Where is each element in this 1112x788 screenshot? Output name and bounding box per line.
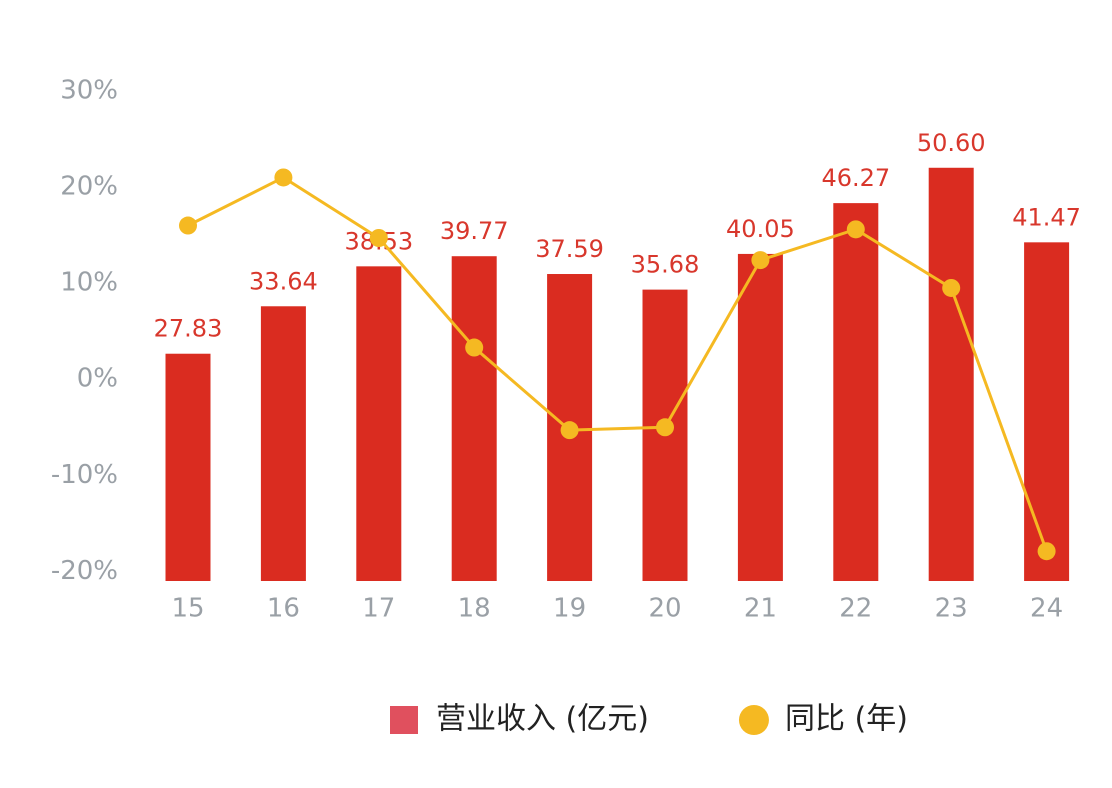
bar [356, 266, 402, 581]
value-label: 37.59 [535, 235, 604, 263]
value-label: 46.27 [821, 164, 890, 192]
line-point [560, 421, 579, 440]
x-tick-label: 24 [1030, 594, 1063, 624]
line [187, 175, 1049, 552]
line-point [369, 229, 388, 247]
y-tick-label: 30% [60, 76, 118, 106]
legend-swatch [738, 705, 769, 735]
bar [928, 167, 974, 581]
x-tick-label: 23 [935, 594, 968, 624]
x-tick-label: 20 [648, 594, 681, 624]
x-tick-label: 16 [267, 594, 300, 624]
legend-label: 同比 (年) [785, 702, 908, 737]
line-point [751, 251, 770, 270]
value-label: 35.68 [631, 251, 700, 279]
line-point [942, 278, 961, 297]
x-tick-label: 15 [171, 594, 204, 624]
line-point [465, 338, 484, 357]
x-tick-label: 17 [362, 594, 395, 624]
value-label: 39.77 [440, 217, 509, 245]
legend-swatch [390, 706, 418, 734]
value-label: 33.64 [249, 267, 318, 295]
bar [165, 353, 211, 581]
y-tick-label: 10% [60, 268, 118, 298]
x-tick-label: 22 [839, 594, 872, 624]
bar [833, 203, 879, 581]
bar [260, 306, 306, 581]
x-tick-label: 19 [553, 594, 586, 624]
value-label: 27.83 [154, 315, 223, 343]
line-point [656, 418, 674, 437]
line-point [179, 216, 197, 235]
bar [1024, 242, 1070, 581]
legend-label: 营业收入 (亿元) [436, 702, 649, 737]
line-point [274, 168, 293, 187]
value-label: 50.60 [917, 129, 986, 157]
y-tick-label: 0% [77, 364, 118, 394]
bar [737, 253, 783, 582]
x-tick-label: 18 [458, 594, 491, 624]
y-tick-label: -10% [51, 460, 118, 490]
x-tick-label: 21 [744, 594, 777, 624]
y-tick-label: 20% [60, 172, 118, 202]
bar [451, 256, 497, 581]
value-label: 41.47 [1012, 203, 1081, 231]
value-label: 40.05 [726, 215, 795, 243]
y-tick-label: -20% [51, 556, 118, 586]
line-point [1037, 542, 1056, 561]
line-point [846, 220, 865, 239]
